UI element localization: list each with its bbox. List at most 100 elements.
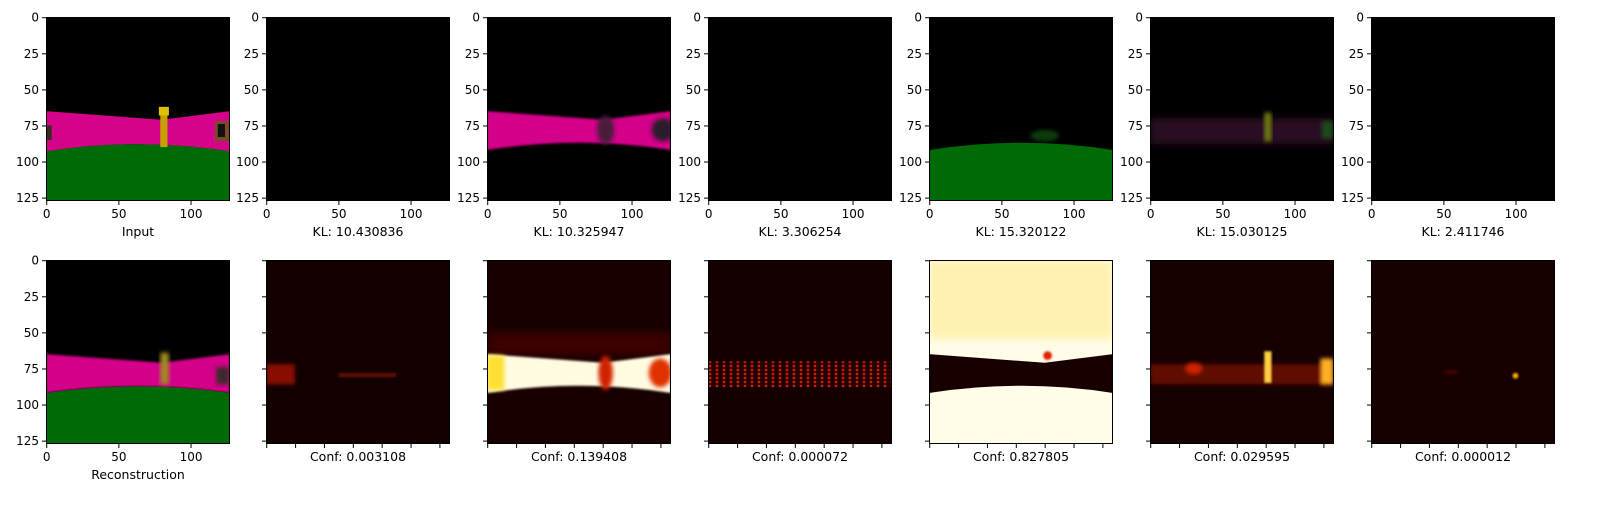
y-tick-label: 100 [899, 155, 922, 169]
y-tick-label: 25 [24, 290, 39, 304]
mask-hot-left [1185, 362, 1203, 375]
floor-shadow [1030, 129, 1060, 142]
mask-hot-right [648, 358, 671, 388]
x-tick-label: 100 [1505, 207, 1528, 221]
x-tick-label: 100 [180, 207, 203, 221]
axes-frame [1150, 17, 1334, 201]
pillar-shadow [596, 115, 615, 145]
y-tick-label: 25 [24, 47, 39, 61]
left-object [46, 125, 52, 140]
panel-bottom-0: 0 50 100 0 25 50 75 100 125 Reconstruction [16, 254, 230, 482]
panel-caption: Conf: 0.000072 [752, 449, 848, 464]
x-tick-label: 50 [1436, 207, 1451, 221]
y-tick-label: 25 [1349, 47, 1364, 61]
mask-faint-spot [1443, 369, 1458, 375]
axes-frame [266, 17, 450, 201]
x-tick-label: 50 [552, 207, 567, 221]
image-background [708, 17, 892, 201]
y-tick-label: 75 [907, 119, 922, 133]
image-background [266, 17, 450, 201]
mask-dotted-band [708, 361, 892, 388]
y-tick-label: 0 [1356, 11, 1364, 25]
axes-frame [46, 260, 230, 444]
x-tick-label: 0 [43, 207, 51, 221]
axes-frame [708, 17, 892, 201]
axes-frame [46, 17, 230, 201]
y-tick-label: 125 [899, 191, 922, 205]
panel-image [266, 17, 450, 201]
panel-bottom-4: Conf: 0.827805 [925, 260, 1113, 464]
x-tick-label: 0 [926, 207, 934, 221]
x-tick-label: 100 [621, 207, 644, 221]
mask-hot-left [487, 355, 505, 391]
panel-bottom-5: Conf: 0.029595 [1146, 260, 1334, 464]
panel-caption: Conf: 0.003108 [310, 449, 406, 464]
mask-hot-spot [1512, 372, 1519, 379]
panel-bottom-6: Conf: 0.000012 [1367, 260, 1555, 464]
mask-hot-spot [1043, 351, 1052, 360]
wall-region [46, 111, 230, 152]
panel-top-1: 0 50 100 0 25 50 75 100 125 KL: 10.430836 [236, 11, 450, 239]
panel-caption: KL: 15.030125 [1197, 224, 1288, 239]
panel-caption: Conf: 0.139408 [531, 449, 627, 464]
wall-region [487, 111, 671, 150]
panel-image [46, 260, 230, 444]
y-tick-label: 100 [1341, 155, 1364, 169]
y-tick-label: 125 [16, 434, 39, 448]
panel-bottom-2: Conf: 0.139408 [483, 260, 671, 464]
y-tick-label: 125 [1120, 191, 1143, 205]
axes-frame [929, 17, 1113, 201]
y-tick-label: 0 [31, 11, 39, 25]
x-tick-label: 100 [1284, 207, 1307, 221]
y-tick-label: 50 [244, 83, 259, 97]
faint-band [1150, 118, 1334, 145]
axes-frame [1150, 260, 1334, 444]
x-tick-label: 100 [180, 450, 203, 464]
floor-region [46, 386, 230, 444]
panel-image [1150, 17, 1334, 201]
x-tick-label: 0 [43, 450, 51, 464]
x-tick-label: 100 [400, 207, 423, 221]
pillar-object [160, 352, 169, 385]
y-tick-label: 100 [16, 155, 39, 169]
floor-region [46, 144, 230, 201]
panel-caption: KL: 15.320122 [976, 224, 1067, 239]
y-tick-label: 75 [1128, 119, 1143, 133]
floor-region [929, 142, 1113, 201]
mask-hot-pillar [1264, 351, 1272, 383]
x-tick-label: 50 [1215, 207, 1230, 221]
y-tick-label: 75 [465, 119, 480, 133]
y-tick-label: 75 [24, 119, 39, 133]
mask-hot-line [338, 372, 397, 378]
panel-top-0: 0 50 100 0 25 50 75 100 125 Input [16, 11, 230, 239]
y-tick-label: 75 [686, 119, 701, 133]
axes-frame [487, 260, 671, 444]
y-tick-label: 50 [686, 83, 701, 97]
panel-image [46, 17, 230, 201]
panel-image [1371, 17, 1555, 201]
y-tick-label: 125 [16, 191, 39, 205]
y-tick-label: 100 [1120, 155, 1143, 169]
panel-caption: Input [122, 224, 154, 239]
panel-caption: Conf: 0.029595 [1194, 449, 1290, 464]
y-tick-label: 50 [465, 83, 480, 97]
x-tick-label: 50 [773, 207, 788, 221]
y-tick-label: 50 [24, 83, 39, 97]
panel-image [929, 17, 1113, 201]
panel-image [1371, 260, 1555, 444]
x-tick-label: 50 [994, 207, 1009, 221]
right-object [216, 367, 230, 385]
panel-caption: Conf: 0.827805 [973, 449, 1069, 464]
panel-caption: KL: 10.430836 [313, 224, 404, 239]
faint-pillar [1264, 112, 1272, 142]
y-tick-label: 50 [907, 83, 922, 97]
y-tick-label: 125 [457, 191, 480, 205]
object-shadow [651, 118, 671, 142]
y-tick-label: 125 [236, 191, 259, 205]
mask-hot-left [266, 364, 295, 385]
y-tick-label: 0 [31, 254, 39, 268]
x-tick-label: 100 [842, 207, 865, 221]
image-background [487, 17, 671, 201]
panel-image [708, 260, 892, 444]
y-tick-label: 50 [1349, 83, 1364, 97]
